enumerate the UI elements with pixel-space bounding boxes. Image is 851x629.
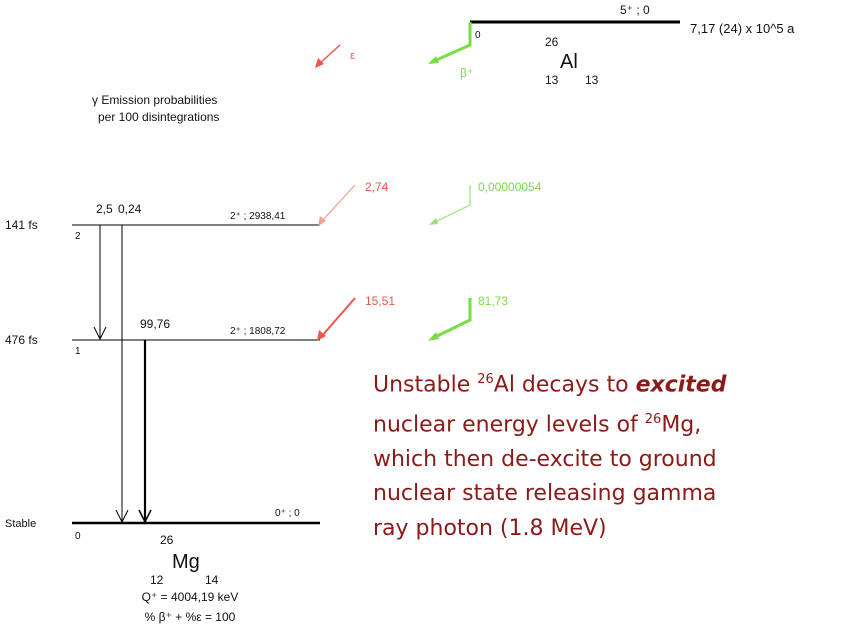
beta-arrow	[429, 185, 471, 225]
level-spin: 2⁺ ; 2938,41	[230, 211, 286, 222]
level-half-life: 141 fs	[5, 218, 38, 232]
parent-z: 13	[545, 73, 559, 87]
ec-arrow	[315, 44, 341, 68]
annotation: Unstable 26Al decays to excited nuclear …	[373, 363, 726, 546]
daughter-mass: 26	[160, 533, 174, 547]
ec-label: ε	[350, 50, 355, 62]
daughter-n: 14	[205, 573, 219, 587]
ec-arrow	[317, 297, 356, 341]
level-index: 2	[75, 231, 81, 242]
parent-n: 13	[585, 73, 599, 87]
parent-spin: 5⁺ ; 0	[620, 3, 650, 17]
annotation-line: nuclear state releasing gamma	[373, 481, 717, 507]
gamma-intensity: 99,76	[140, 317, 170, 331]
gamma-arrow	[115, 225, 129, 524]
level-half-life: Stable	[5, 518, 36, 530]
parent-level-index: 0	[475, 30, 481, 41]
parent-symbol: Al	[560, 51, 578, 73]
branch-sum: % β⁺ + %ε = 100	[145, 610, 236, 624]
gamma-arrow	[93, 225, 107, 341]
level-spin: 0⁺ ; 0	[275, 508, 300, 519]
text: Unstable	[373, 372, 471, 398]
beta-arrow	[428, 298, 472, 341]
gamma-intensity: 0,24	[118, 202, 142, 216]
level-spin: 2⁺ ; 1808,72	[230, 326, 286, 337]
ec-intensity: 15,51	[365, 294, 395, 308]
parent-mass: 26	[545, 35, 559, 49]
text: Al decays to	[493, 372, 629, 398]
level-index: 0	[75, 531, 81, 542]
daughter-symbol: Mg	[172, 551, 200, 573]
annotation-line: Unstable 26Al decays to excited	[373, 363, 726, 403]
emphasis: excited	[635, 372, 727, 398]
level-index: 1	[75, 346, 81, 357]
superscript: 26	[477, 372, 494, 387]
beta-intensity: 0,00000054	[478, 180, 542, 194]
caption: γ Emission probabilities	[92, 93, 217, 107]
annotation-line: nuclear energy levels of 26Mg,	[373, 403, 726, 443]
level-half-life: 476 fs	[5, 333, 38, 347]
beta-label: β⁺	[460, 66, 473, 80]
beta-intensity: 81,73	[478, 294, 508, 308]
beta-arrow	[428, 22, 472, 64]
annotation-line: which then de-excite to ground	[373, 446, 717, 472]
ec-arrow	[318, 184, 356, 226]
parent-half-life: 7,17 (24) x 10^5 a	[690, 21, 795, 36]
ec-intensity: 2,74	[365, 180, 389, 194]
text: Mg,	[661, 412, 702, 438]
q-value: Q⁺ = 4004,19 keV	[142, 590, 239, 604]
text: nuclear energy levels of	[373, 412, 638, 438]
annotation-line: ray photon (1.8 MeV)	[373, 515, 607, 541]
daughter-z: 12	[150, 573, 164, 587]
caption: per 100 disintegrations	[98, 110, 219, 124]
superscript: 26	[644, 411, 662, 427]
gamma-arrow	[138, 340, 152, 524]
gamma-intensity: 2,5	[96, 202, 113, 216]
